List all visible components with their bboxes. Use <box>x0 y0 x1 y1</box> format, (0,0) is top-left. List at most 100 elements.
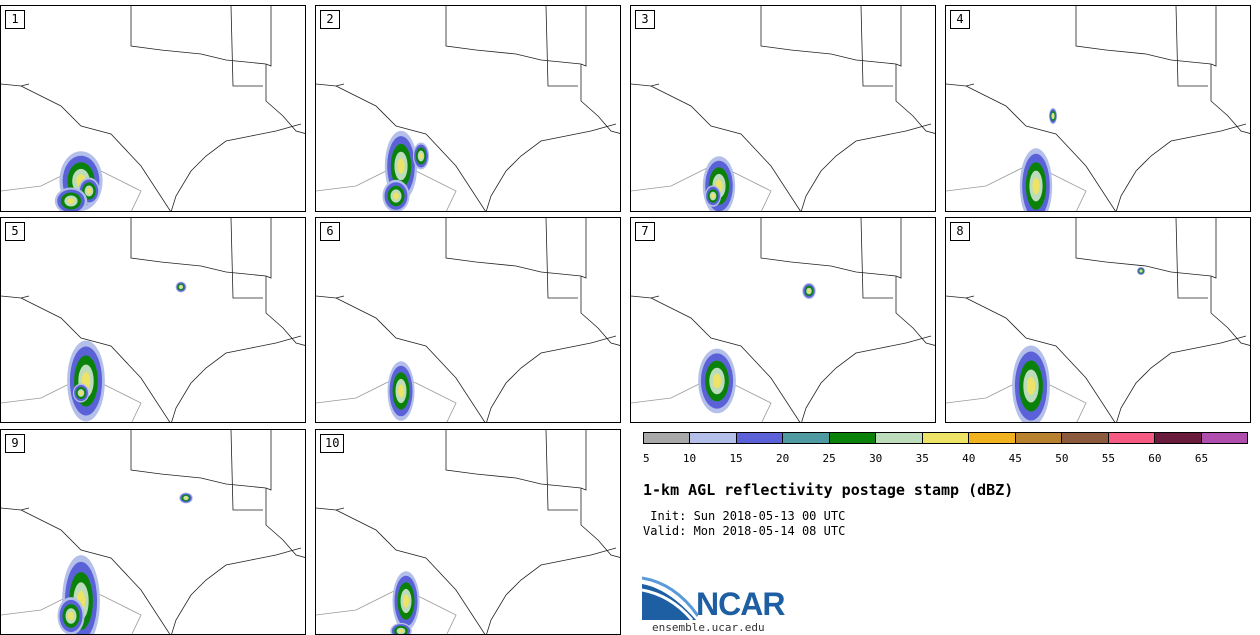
state-border <box>1116 335 1247 422</box>
site-url: ensemble.ucar.edu <box>652 621 765 634</box>
state-border <box>335 85 486 211</box>
legend-swatch-4 <box>829 433 877 443</box>
state-border <box>801 335 932 422</box>
legend-swatch-0 <box>644 433 691 443</box>
state-border <box>316 83 345 87</box>
reflectivity-echo <box>86 188 92 194</box>
state-border <box>445 218 587 279</box>
reflectivity-echo <box>393 192 399 200</box>
reflectivity-echo <box>712 373 722 389</box>
state-border <box>1115 123 1247 211</box>
state-border <box>860 218 893 299</box>
state-border <box>895 276 935 346</box>
stamp-panel-1: 1 <box>0 5 306 212</box>
basemap <box>946 218 1250 422</box>
state-border <box>860 6 893 87</box>
state-border <box>1210 276 1250 346</box>
state-border <box>486 547 617 634</box>
state-border <box>170 123 302 211</box>
state-border <box>1075 218 1217 279</box>
reflectivity-echo <box>807 289 811 293</box>
reflectivity-echo <box>403 594 409 608</box>
state-border <box>1 507 30 511</box>
legend-swatch-9 <box>1062 433 1109 443</box>
stamp-panel-6: 6 <box>315 217 621 423</box>
state-border <box>485 123 617 211</box>
state-border <box>965 297 1116 422</box>
state-border <box>800 123 932 211</box>
reflectivity-echo <box>179 285 183 289</box>
basemap <box>1 218 305 422</box>
init-time: Init: Sun 2018-05-13 00 UTC <box>643 509 846 523</box>
basemap <box>631 6 935 211</box>
county-border <box>375 589 457 634</box>
state-border <box>1 295 30 299</box>
state-border <box>650 297 801 422</box>
legend-swatch-6 <box>922 433 970 443</box>
state-border <box>650 85 801 211</box>
legend-tick-label: 65 <box>1194 452 1209 465</box>
state-border <box>265 276 305 346</box>
panel-number-6: 6 <box>320 222 340 241</box>
state-border <box>631 83 660 87</box>
stamp-panel-5: 5 <box>0 217 306 423</box>
state-border <box>1210 64 1250 134</box>
state-border <box>760 218 902 279</box>
basemap <box>1 430 305 634</box>
state-border <box>545 6 578 87</box>
panel-number-2: 2 <box>320 10 340 29</box>
state-border <box>171 547 302 634</box>
state-border <box>230 6 263 87</box>
plot-title: 1-km AGL reflectivity postage stamp (dBZ… <box>643 481 1014 499</box>
panel-number-3: 3 <box>635 10 655 29</box>
reflectivity-echo <box>711 193 715 199</box>
county-border <box>316 599 377 616</box>
state-border <box>631 295 660 299</box>
state-border <box>20 509 171 634</box>
legend-swatch-11 <box>1155 433 1202 443</box>
valid-time: Valid: Mon 2018-05-14 08 UTC <box>643 524 846 538</box>
basemap <box>631 218 935 422</box>
state-border <box>580 488 620 558</box>
stamp-panel-9: 9 <box>0 429 306 635</box>
state-border <box>20 297 171 422</box>
legend-tick-label: 45 <box>1008 452 1022 465</box>
reflectivity-echo <box>184 496 188 500</box>
panel-number-9: 9 <box>5 434 25 453</box>
ncar-wordmark: NCAR <box>696 586 785 622</box>
legend-swatch-10 <box>1108 433 1156 443</box>
county-border <box>946 387 1007 404</box>
state-border <box>130 430 272 491</box>
reflectivity-echo <box>397 158 405 174</box>
county-border <box>631 387 692 404</box>
state-border <box>946 295 975 299</box>
legend-swatch-8 <box>1015 433 1063 443</box>
legend-tick-label: 15 <box>729 452 743 465</box>
panel-number-10: 10 <box>320 434 345 453</box>
state-border <box>316 295 345 299</box>
color-legend-bar <box>643 432 1248 444</box>
state-border <box>1175 218 1208 299</box>
state-border <box>335 297 486 422</box>
legend-swatch-7 <box>969 433 1016 443</box>
state-border <box>316 507 345 511</box>
state-border <box>130 218 272 279</box>
stamp-panel-7: 7 <box>630 217 936 423</box>
legend-tick-label: 35 <box>915 452 929 465</box>
reflectivity-echo <box>79 390 83 396</box>
reflectivity-echo <box>398 384 404 398</box>
stamp-panel-3: 3 <box>630 5 936 212</box>
legend-swatch-2 <box>736 433 784 443</box>
county-border <box>631 175 692 192</box>
state-border <box>20 85 171 211</box>
reflectivity-echo <box>1032 177 1040 195</box>
reflectivity-echo <box>398 629 404 633</box>
basemap <box>1 6 305 211</box>
state-border <box>760 6 902 67</box>
basemap <box>316 430 620 634</box>
legend-tick-label: 25 <box>822 452 836 465</box>
state-border <box>580 276 620 346</box>
panel-number-7: 7 <box>635 222 655 241</box>
state-border <box>545 218 578 299</box>
legend-tick-label: 50 <box>1055 452 1069 465</box>
